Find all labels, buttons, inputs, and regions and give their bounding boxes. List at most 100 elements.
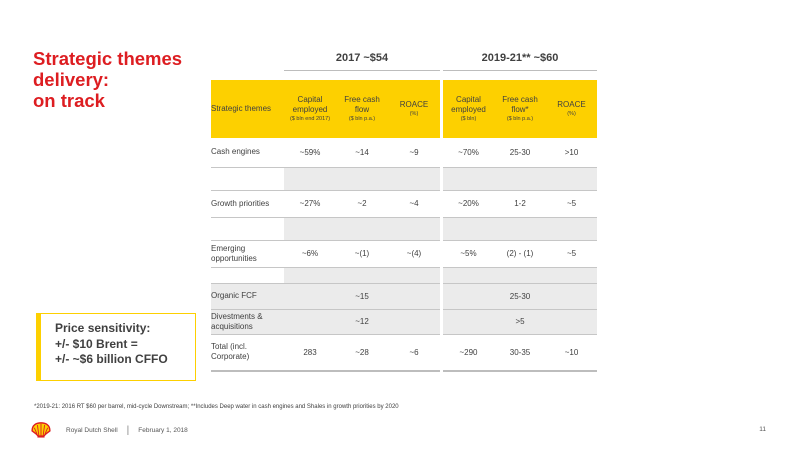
column-gap bbox=[440, 138, 443, 167]
column-header-fcf-2017: Free cash flow ($ bln p.a.) bbox=[336, 80, 388, 138]
column-header-unit: (%) bbox=[409, 111, 419, 118]
column-header-themes: Strategic themes bbox=[211, 80, 284, 138]
column-header-capital-2017: Capital employed ($ bln end 2017) bbox=[284, 80, 336, 138]
table-row-divestments: Divestments & acquisitions ~12 >5 bbox=[211, 309, 597, 335]
row-label: Growth priorities bbox=[211, 190, 284, 218]
cell-roace-2019: ~5 bbox=[546, 190, 597, 218]
spacer-cell bbox=[443, 217, 494, 241]
column-header-unit: ($ bln p.a.) bbox=[348, 116, 376, 122]
title-line: on track bbox=[33, 90, 105, 111]
cell-capital-2017: ~59% bbox=[284, 138, 336, 168]
spacer-cell bbox=[388, 267, 440, 284]
title-line: delivery: bbox=[33, 69, 110, 90]
cell-roace-2017: ~9 bbox=[388, 138, 440, 168]
slide-footer: Royal Dutch Shell | February 1, 2018 bbox=[30, 422, 188, 438]
period-header-2019-21: 2019-21** ~$60 bbox=[481, 52, 559, 64]
spacer-cell bbox=[284, 267, 336, 284]
row-label: Emerging opportunities bbox=[211, 240, 284, 268]
period-rule-2017 bbox=[284, 70, 440, 71]
cell-fcf-2017: ~15 bbox=[284, 283, 440, 310]
table-spacer-row bbox=[211, 267, 597, 284]
cell-fcf-2017: ~12 bbox=[284, 309, 440, 335]
sensitivity-line: +/- ~$6 billion CFFO bbox=[55, 352, 168, 366]
spacer-cell bbox=[443, 267, 494, 284]
column-header-label: ROACE bbox=[557, 99, 586, 109]
cell-roace-2019: >10 bbox=[546, 138, 597, 168]
cell-fcf-2019: 25-30 bbox=[443, 283, 597, 310]
spacer-cell bbox=[284, 217, 336, 241]
cell-capital-2019: ~290 bbox=[443, 334, 494, 372]
shell-pecten-logo-icon bbox=[31, 422, 51, 438]
spacer-cell bbox=[546, 217, 597, 241]
spacer-cell bbox=[388, 167, 440, 191]
column-gap bbox=[440, 167, 443, 190]
cell-capital-2019: ~70% bbox=[443, 138, 494, 168]
cell-fcf-2019: (2) - (1) bbox=[494, 240, 546, 268]
period-header-2017: 2017 ~$54 bbox=[335, 52, 389, 64]
cell-roace-2019: ~10 bbox=[546, 334, 597, 372]
column-header-label: Capital employed bbox=[292, 95, 328, 114]
spacer-cell bbox=[284, 167, 336, 191]
spacer-cell bbox=[443, 167, 494, 191]
column-header-unit: ($ bln) bbox=[460, 116, 477, 122]
price-sensitivity-box: Price sensitivity: +/- $10 Brent = +/- ~… bbox=[36, 313, 196, 381]
footnote: *2019-21: 2016 RT $60 per barrel, mid-cy… bbox=[34, 404, 399, 410]
column-header-capital-2019: Capital employed ($ bln) bbox=[443, 80, 494, 138]
cell-roace-2019: ~5 bbox=[546, 240, 597, 268]
column-gap bbox=[440, 283, 443, 309]
table-spacer-row bbox=[211, 217, 597, 241]
cell-fcf-2017: ~14 bbox=[336, 138, 388, 168]
spacer-cell bbox=[211, 217, 284, 241]
cell-fcf-2019: 1-2 bbox=[494, 190, 546, 218]
title-line: Strategic themes bbox=[33, 48, 183, 69]
column-header-roace-2019: ROACE (%) bbox=[546, 80, 597, 138]
column-gap bbox=[440, 217, 443, 240]
cell-fcf-2019: >5 bbox=[443, 309, 597, 335]
spacer-cell bbox=[211, 167, 284, 191]
table-row-cash-engines: Cash engines ~59% ~14 ~9 ~70% 25-30 >10 bbox=[211, 138, 597, 168]
cell-fcf-2019: 25-30 bbox=[494, 138, 546, 168]
spacer-cell bbox=[211, 267, 284, 284]
column-gap bbox=[440, 309, 443, 334]
cell-roace-2017: ~(4) bbox=[388, 240, 440, 268]
slide-title: Strategic themes delivery: on track bbox=[33, 48, 208, 111]
spacer-cell bbox=[546, 267, 597, 284]
cell-roace-2017: ~6 bbox=[388, 334, 440, 372]
column-header-label: Free cash flow bbox=[344, 95, 380, 114]
table-row-organic-fcf: Organic FCF ~15 25-30 bbox=[211, 283, 597, 310]
spacer-cell bbox=[336, 167, 388, 191]
column-header-label: Capital employed bbox=[451, 95, 486, 114]
column-header-fcf-2019: Free cash flow* ($ bln p.a.) bbox=[494, 80, 546, 138]
table-spacer-row bbox=[211, 167, 597, 191]
spacer-cell bbox=[494, 267, 546, 284]
strategic-themes-table: Strategic themes Capital employed ($ bln… bbox=[211, 80, 597, 372]
spacer-cell bbox=[546, 167, 597, 191]
company-name: Royal Dutch Shell bbox=[66, 426, 118, 434]
column-gap bbox=[440, 190, 443, 217]
cell-fcf-2017: ~2 bbox=[336, 190, 388, 218]
table-row-total: Total (incl. Corporate) 283 ~28 ~6 ~290 … bbox=[211, 334, 597, 372]
row-label: Cash engines bbox=[211, 138, 284, 168]
cell-fcf-2017: ~(1) bbox=[336, 240, 388, 268]
cell-capital-2019: ~5% bbox=[443, 240, 494, 268]
row-label: Organic FCF bbox=[211, 283, 284, 310]
column-gap bbox=[440, 80, 443, 138]
sensitivity-line: +/- $10 Brent = bbox=[55, 336, 138, 351]
footer-separator: | bbox=[126, 424, 130, 436]
column-gap bbox=[440, 267, 443, 283]
column-header-unit: (%) bbox=[567, 111, 576, 118]
row-label: Divestments & acquisitions bbox=[211, 309, 284, 335]
column-header-unit: ($ bln end 2017) bbox=[289, 116, 331, 122]
column-header-roace-2017: ROACE (%) bbox=[388, 80, 440, 138]
page-number: 11 bbox=[759, 426, 766, 433]
column-header-label: ROACE bbox=[399, 99, 429, 109]
cell-capital-2017: ~6% bbox=[284, 240, 336, 268]
table-row-growth-priorities: Growth priorities ~27% ~2 ~4 ~20% 1-2 ~5 bbox=[211, 190, 597, 218]
column-header-unit: ($ bln p.a.) bbox=[506, 116, 534, 122]
cell-capital-2017: ~27% bbox=[284, 190, 336, 218]
column-gap bbox=[440, 334, 443, 371]
cell-fcf-2017: ~28 bbox=[336, 334, 388, 372]
spacer-cell bbox=[494, 167, 546, 191]
column-header-label: Free cash flow* bbox=[502, 95, 538, 114]
presentation-date: February 1, 2018 bbox=[138, 426, 188, 434]
